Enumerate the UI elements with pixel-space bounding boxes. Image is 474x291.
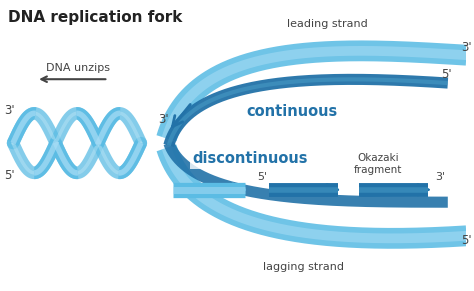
Text: continuous: continuous	[246, 104, 337, 119]
Text: 3': 3'	[159, 113, 169, 126]
Text: 5': 5'	[257, 172, 267, 182]
Text: DNA unzips: DNA unzips	[46, 63, 110, 73]
Text: 3': 3'	[461, 40, 472, 54]
Text: lagging strand: lagging strand	[263, 262, 344, 272]
Text: 5': 5'	[441, 68, 451, 81]
Text: discontinuous: discontinuous	[192, 151, 308, 166]
Text: 3': 3'	[4, 104, 14, 117]
Text: 3': 3'	[435, 172, 445, 182]
Text: leading strand: leading strand	[286, 19, 367, 29]
Text: Okazaki
fragment: Okazaki fragment	[354, 153, 402, 175]
Text: DNA replication fork: DNA replication fork	[9, 10, 183, 25]
Text: 5': 5'	[461, 234, 472, 247]
Text: 5': 5'	[4, 169, 14, 182]
